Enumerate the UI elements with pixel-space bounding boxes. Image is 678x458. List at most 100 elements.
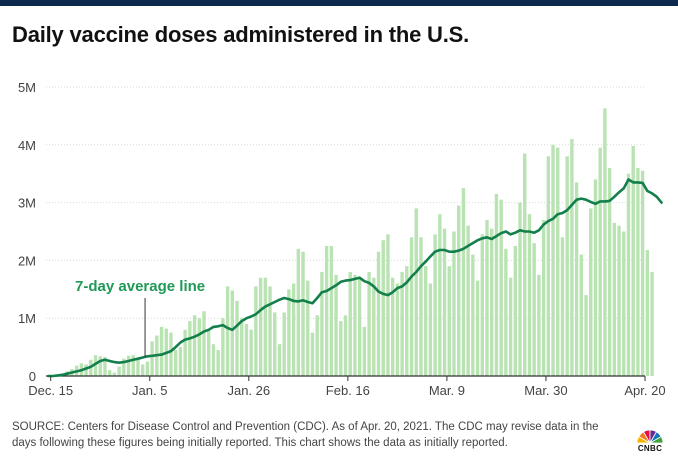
daily-dose-bar (150, 341, 154, 376)
daily-dose-bar (107, 370, 112, 376)
daily-dose-bar (254, 286, 258, 376)
daily-dose-bar (409, 237, 414, 376)
source-note: SOURCE: Centers for Disease Control and … (12, 421, 599, 449)
daily-dose-bar (485, 219, 489, 376)
daily-dose-bar (504, 248, 508, 376)
daily-dose-bar (178, 347, 183, 376)
daily-dose-bar (390, 277, 395, 376)
x-tick-label: Mar. 30 (524, 383, 567, 398)
daily-dose-bar (622, 231, 626, 376)
daily-dose-bar (357, 277, 362, 376)
daily-dose-bar (343, 315, 348, 376)
daily-dose-bar (93, 355, 98, 376)
daily-dose-bar (645, 249, 650, 376)
daily-dose-bar (315, 315, 319, 376)
daily-dose-bar (494, 193, 499, 376)
daily-dose-bar (98, 356, 102, 376)
daily-dose-bar (598, 147, 602, 376)
daily-dose-bar (320, 271, 324, 376)
daily-dose-bar (381, 240, 385, 376)
daily-dose-bar (556, 147, 560, 376)
daily-dose-bar (240, 318, 244, 376)
daily-dose-bar (527, 214, 532, 376)
daily-dose-bar (306, 280, 310, 376)
daily-dose-bar (211, 344, 216, 376)
daily-dose-bar (640, 170, 645, 376)
header-accent-bar (0, 0, 678, 6)
daily-dose-bar (301, 251, 305, 376)
daily-dose-bar (636, 167, 640, 376)
daily-dose-bar (329, 245, 334, 376)
daily-dose-bar (310, 332, 315, 376)
daily-dose-bar (145, 361, 150, 376)
daily-dose-bar (230, 290, 235, 376)
daily-dose-bar (207, 330, 211, 376)
daily-dose-bar (551, 144, 555, 376)
y-tick-label: 5M (18, 80, 36, 95)
daily-dose-bar (159, 326, 164, 376)
cnbc-logo-text: CNBC (637, 444, 663, 453)
daily-dose-bar (273, 312, 277, 376)
daily-dose-bar (103, 356, 107, 376)
daily-dose-bar (244, 323, 249, 376)
y-tick-label: 1M (18, 311, 36, 326)
daily-dose-bar (291, 283, 296, 376)
daily-dose-bar (235, 300, 239, 376)
daily-dose-bar (631, 145, 635, 376)
x-tick-label: Mar. 9 (429, 383, 465, 398)
daily-dose-bar (136, 358, 140, 376)
daily-dose-bar (650, 271, 654, 376)
daily-dose-bar (405, 266, 409, 376)
daily-dose-bar (490, 228, 494, 376)
y-tick-label: 0 (29, 369, 36, 384)
daily-dose-bar (334, 274, 338, 376)
daily-dose-bar (584, 295, 588, 376)
daily-dose-bar (268, 286, 272, 376)
daily-dose-bar (475, 280, 480, 376)
daily-dose-bar (447, 266, 451, 376)
daily-dose-bar (607, 167, 612, 376)
daily-dose-bar (353, 274, 357, 376)
daily-dose-bar (532, 243, 536, 376)
daily-dose-bar (197, 318, 201, 376)
daily-dose-bar (372, 277, 376, 376)
daily-dose-bar (565, 156, 569, 376)
daily-dose-bar (442, 228, 447, 376)
vaccine-doses-chart: 0 1M 2M 3M 4M 5M Dec. 15 Jan. 5 Jan. 26 Feb. 16 Ma… (18, 80, 666, 398)
x-tick-label: Dec. 15 (28, 383, 73, 398)
x-tick-label: Jan. 26 (227, 383, 270, 398)
daily-dose-bar (508, 277, 513, 376)
daily-dose-bar (414, 208, 418, 376)
daily-dose-bar (287, 289, 291, 376)
daily-dose-bar (400, 271, 404, 376)
cnbc-logo: CNBC (630, 424, 670, 454)
daily-dose-bar (188, 321, 192, 376)
y-tick-label: 3M (18, 196, 36, 211)
daily-dose-bar (249, 329, 253, 376)
daily-dose-bar (560, 237, 565, 376)
daily-dose-bar (395, 283, 400, 376)
daily-dose-bar (428, 283, 433, 376)
daily-dose-bar (589, 208, 593, 376)
daily-dose-bar (626, 173, 631, 376)
daily-dose-bar (523, 153, 527, 376)
daily-dose-bar (570, 139, 574, 376)
daily-dose-bar (117, 366, 121, 376)
x-tick-label: Jan. 5 (132, 383, 167, 398)
daily-dose-bar (263, 277, 268, 376)
daily-dose-bar (296, 248, 301, 376)
daily-dose-bar (466, 225, 470, 376)
daily-dose-bar (513, 245, 517, 376)
peacock-feather (648, 435, 664, 444)
daily-dose-bar (258, 277, 263, 376)
chart-title: Daily vaccine doses administered in the … (12, 22, 470, 47)
daily-dose-bar (112, 372, 117, 376)
daily-dose-bar (438, 214, 442, 376)
x-tick-label: Feb. 16 (326, 383, 370, 398)
daily-dose-bar (174, 349, 178, 376)
y-tick-label: 4M (18, 138, 36, 153)
daily-dose-bar (140, 364, 145, 376)
daily-dose-bar (433, 234, 437, 376)
daily-dose-bar (202, 311, 206, 376)
daily-dose-bar (84, 364, 88, 376)
